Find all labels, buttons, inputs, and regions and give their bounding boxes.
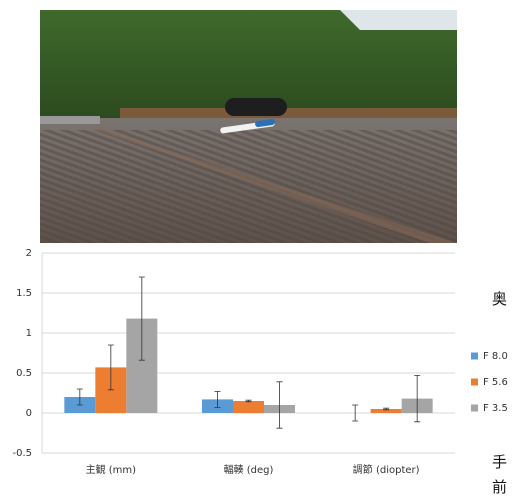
x-tick-label: 輻輳 (deg) [224, 463, 274, 476]
x-tick-label: 調節 (diopter) [353, 463, 420, 476]
y-tick-label: 2 [26, 248, 32, 259]
legend-label: F 8.0 [483, 351, 508, 362]
legend-label: F 3.5 [483, 403, 508, 414]
bar [233, 401, 264, 413]
y-tick-label: 0 [26, 408, 32, 419]
photo [40, 10, 460, 243]
x-tick-label: 主観 (mm) [86, 463, 137, 476]
y-tick-label: 0.5 [16, 368, 32, 379]
y-tick-label: 1.5 [16, 288, 32, 299]
legend-swatch [471, 379, 478, 386]
side-label: 手 [492, 453, 507, 471]
y-tick-label: -0.5 [12, 448, 32, 459]
legend-swatch [471, 353, 478, 360]
error-bar [414, 375, 420, 421]
figure: -0.5 0 0.5 1 1.5 2 主観 (mm) 輻輳 (deg) 調節 (diopter)… [0, 0, 513, 498]
y-tick-label: 1 [26, 328, 32, 339]
legend-swatch [471, 405, 478, 412]
legend-label: F 5.6 [483, 377, 508, 388]
side-label: 前 [492, 478, 507, 496]
side-label: 奥 [492, 290, 507, 308]
page: {"chart_data": {"type": "bar", "categori… [0, 0, 513, 498]
chart: -0.5 0 0.5 1 1.5 2 主観 (mm) 輻輳 (deg) 調節 (diopter)… [12, 248, 507, 476]
